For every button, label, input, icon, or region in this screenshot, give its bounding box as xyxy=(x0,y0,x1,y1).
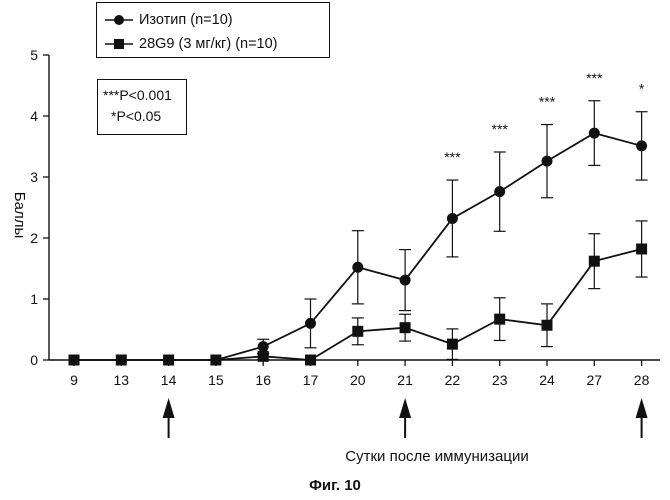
y-tick-label: 0 xyxy=(30,352,38,368)
y-axis-label: Баллы xyxy=(11,192,28,238)
significance-marker: * xyxy=(639,81,645,97)
pvalue-line: *P<0.05 xyxy=(103,106,186,127)
legend: Изотип (n=10) 28G9 (3 мг/кг) (n=10) xyxy=(96,2,330,58)
significance-marker: *** xyxy=(539,94,556,110)
data-point xyxy=(352,326,363,337)
x-tick-label: 9 xyxy=(70,372,78,388)
significance-marker: *** xyxy=(444,149,461,165)
data-point xyxy=(258,351,269,362)
data-point xyxy=(636,140,647,151)
legend-label: Изотип (n=10) xyxy=(139,12,233,28)
legend-label: 28G9 (3 мг/кг) (n=10) xyxy=(139,36,278,52)
data-point xyxy=(163,355,174,366)
data-point xyxy=(494,186,505,197)
y-tick-label: 4 xyxy=(30,108,38,124)
data-point xyxy=(400,322,411,333)
pvalue-box: ***P<0.001 *P<0.05 xyxy=(97,79,187,135)
y-tick-label: 5 xyxy=(30,47,38,63)
x-tick-label: 28 xyxy=(634,372,650,388)
x-tick-label: 21 xyxy=(397,372,413,388)
data-point xyxy=(210,355,221,366)
x-tick-label: 23 xyxy=(492,372,508,388)
pvalue-line: ***P<0.001 xyxy=(103,85,186,106)
y-tick-label: 1 xyxy=(30,291,38,307)
legend-item-28g9: 28G9 (3 мг/кг) (n=10) xyxy=(105,34,278,54)
x-tick-label: 17 xyxy=(303,372,319,388)
data-point xyxy=(589,128,600,139)
data-point xyxy=(542,156,553,167)
data-point xyxy=(636,243,647,254)
data-point xyxy=(589,256,600,267)
data-point xyxy=(305,318,316,329)
data-point xyxy=(542,320,553,331)
x-axis-label: Сутки после иммунизации xyxy=(345,448,528,465)
x-tick-label: 24 xyxy=(539,372,555,388)
x-tick-label: 27 xyxy=(587,372,603,388)
data-point xyxy=(447,213,458,224)
series-layer xyxy=(69,101,648,366)
significance-marker: *** xyxy=(586,70,603,86)
circle-marker-icon xyxy=(105,13,133,27)
square-marker-icon xyxy=(105,37,133,51)
data-point xyxy=(258,341,269,352)
x-tick-label: 20 xyxy=(350,372,366,388)
y-tick-label: 2 xyxy=(30,230,38,246)
immunization-arrow-head xyxy=(163,398,175,418)
significance-marker: *** xyxy=(492,121,509,137)
data-point xyxy=(494,314,505,325)
y-tick-label: 3 xyxy=(30,169,38,185)
immunization-arrow-head xyxy=(399,398,411,418)
data-point xyxy=(305,355,316,366)
figure-caption: Фиг. 10 xyxy=(0,477,670,494)
x-tick-label: 16 xyxy=(255,372,271,388)
data-point xyxy=(400,275,411,286)
data-point xyxy=(447,339,458,350)
data-point xyxy=(116,355,127,366)
x-tick-label: 14 xyxy=(161,372,177,388)
immunization-arrow-head xyxy=(636,398,648,418)
x-tick-label: 22 xyxy=(445,372,461,388)
x-tick-label: 13 xyxy=(114,372,130,388)
data-point xyxy=(352,262,363,273)
legend-item-isotype: Изотип (n=10) xyxy=(105,10,233,30)
data-point xyxy=(69,355,80,366)
x-tick-label: 15 xyxy=(208,372,224,388)
